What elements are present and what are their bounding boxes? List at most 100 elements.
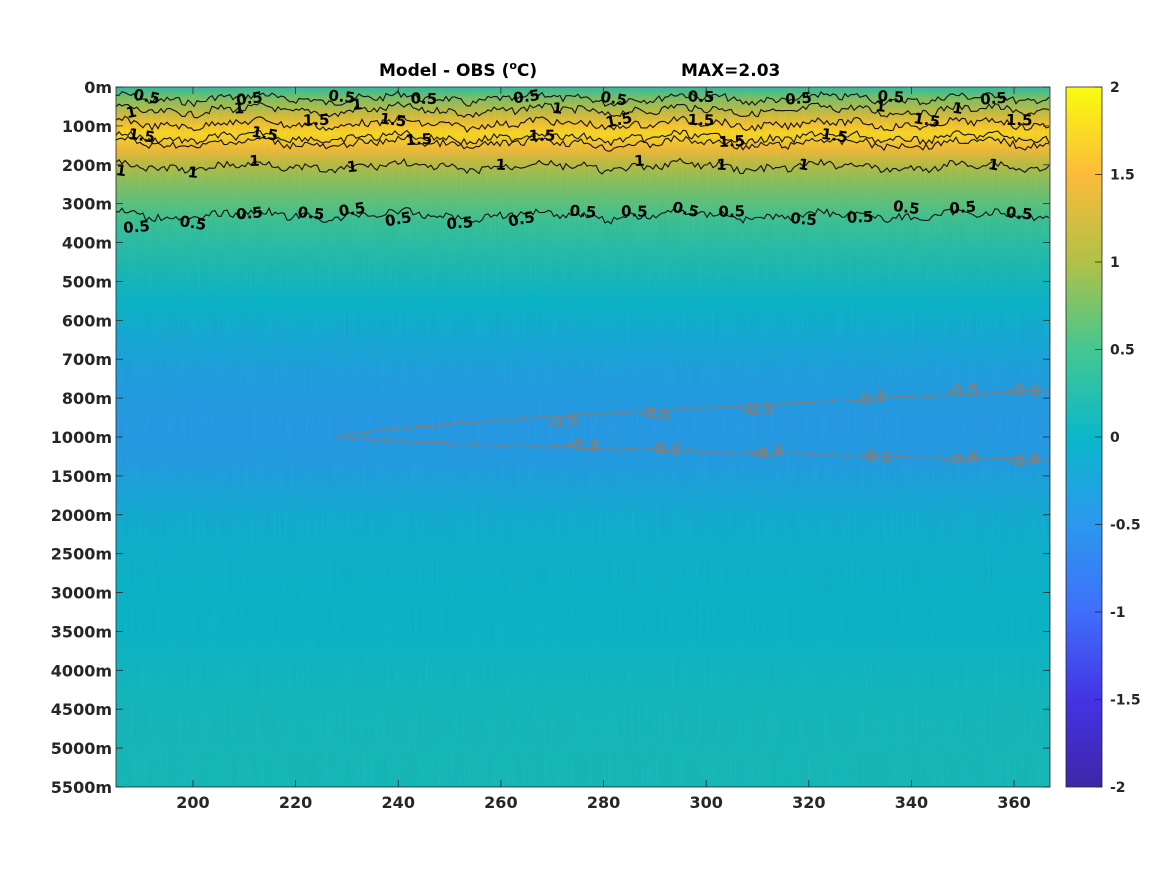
y-tick-label: 1500m [51,467,112,486]
contour-label: 0.5 [384,208,413,230]
contour-label: 1 [346,157,358,176]
contour-label: 0.5 [132,85,161,108]
contour-line [116,115,1050,133]
y-tick-label: 3500m [51,622,112,641]
contour-label: 0.5 [980,89,1008,109]
contour-label: 1 [249,152,260,170]
x-tick-label: 280 [587,793,620,812]
y-tick-label: 500m [62,272,112,291]
contour-label: 1 [716,156,727,175]
contour-label: 0.5 [785,89,813,109]
contour-label: 1 [351,95,363,114]
y-tick-label: 4000m [51,661,112,680]
contour-label: -0.5 [545,411,580,433]
contour-label: 1 [634,152,645,171]
contour-label: -0.5 [750,441,785,464]
y-tick-label: 200m [62,156,112,175]
y-tick-label: 700m [62,350,112,369]
contour-label: 1.5 [688,111,715,130]
contour-line [116,101,1050,119]
y-tick-label: 1000m [51,428,112,447]
contour-label: -0.5 [946,381,980,400]
x-tick-label: 340 [895,793,928,812]
contour-label: 0.5 [688,87,715,106]
colorbar-tick-label: -1.5 [1110,693,1141,709]
colorbar-tick-label: 0.5 [1110,343,1135,359]
contour-label: 1 [187,163,199,182]
contour-label: 1.5 [529,126,556,144]
contour-label: 1 [115,161,128,180]
colorbar-tick-label: 1.5 [1110,168,1135,184]
contour-label: 0.5 [446,213,474,233]
contour-line [116,207,1050,225]
contour-line [116,134,1050,152]
y-tick-label: 5500m [51,778,112,797]
x-tick-label: 200 [176,793,209,812]
contour-label: -0.5 [945,447,980,470]
heatmap-texture [116,87,1050,787]
contour-label: 0.5 [123,217,151,237]
contour-label: 0.5 [718,202,745,221]
contour-label: 1 [951,99,964,118]
contour-label: 0.5 [178,212,207,234]
contour-label: 0.5 [949,197,977,217]
x-tick-label: 220 [279,793,312,812]
contour-label: 0.5 [1005,203,1033,223]
y-tick-label: 0m [84,78,112,97]
contour-label: -0.5 [853,386,889,410]
contour-label: 0.5 [671,198,701,221]
contour-label: 0.5 [790,209,818,229]
contour-label: 1 [797,155,810,174]
chart-title: Model - OBS (oC) [379,59,537,81]
contour-label: 0.5 [512,86,541,107]
y-tick-label: 4500m [51,700,112,719]
contour-label: 0.5 [328,86,356,107]
y-tick-label: 400m [62,234,112,253]
colorbar-tick-label: -0.5 [1110,518,1141,534]
contour-label: 1 [987,155,1000,174]
y-axis: 0m 100m 200m 300m 400m 500m 600m 700m 800m 1000m 1… [51,78,1050,797]
contour-label: 0.5 [235,88,263,109]
contour-label: -0.5 [566,434,600,455]
contour-label: 1.5 [820,125,849,147]
contour-label: -0.5 [1007,449,1042,472]
y-tick-label: 2500m [51,545,112,564]
contour-label: 0.5 [338,199,367,221]
y-tick-label: 3000m [51,584,112,603]
contour-label: -0.5 [1007,380,1041,400]
contour-label: 1.5 [250,123,279,145]
contour-label: 1.5 [912,109,941,131]
contour-line-negative [336,388,1050,437]
contour-label: 0.5 [297,203,325,224]
y-tick-label: 5000m [51,739,112,758]
contour-label: -0.5 [638,403,672,424]
colorbar-ticks: 2 1.5 1 0.5 0 -0.5 -1 -1.5 -2 [1095,80,1141,796]
y-tick-label: 100m [62,117,112,136]
contour-label: 0.5 [410,89,437,108]
x-tick-label: 300 [689,793,722,812]
contour-lines [116,89,1050,462]
contour-line [116,129,1050,147]
x-axis: 200 220 240 260 280 300 320 340 360 [176,87,1031,812]
x-tick-label: 260 [484,793,517,812]
colorbar-tick-label: 2 [1110,80,1120,96]
contour-label: 0.5 [569,201,597,221]
colorbar: 2 1.5 1 0.5 0 -0.5 -1 -1.5 -2 [1065,80,1141,796]
y-tick-label: 2000m [51,506,112,525]
colorbar-tick-label: 0 [1110,430,1120,446]
contour-label: 1.5 [1006,111,1033,129]
x-tick-label: 320 [792,793,825,812]
colorbar-tick-label: -1 [1110,605,1126,621]
contour-label: 0.5 [235,203,263,223]
contour-label: 1.5 [405,130,433,149]
contour-line-negative [336,436,1050,462]
contour-label: 0.5 [621,202,648,220]
contour-label: 1.5 [379,109,408,130]
contour-label: 0.5 [847,208,874,227]
contour-label: 1 [495,156,506,174]
contour-labels: 0.5 0.5 0.5 0.5 0.5 0.5 0.5 0.5 0.5 0.51 1 1 1 1 11.5 1… [115,85,1042,472]
contour-label: 1.5 [604,109,634,132]
plot-area: 0.5 0.5 0.5 0.5 0.5 0.5 0.5 0.5 0.5 0.51 1 1 1 1 11.5 1… [115,85,1050,787]
contour-label: 1 [875,97,887,116]
